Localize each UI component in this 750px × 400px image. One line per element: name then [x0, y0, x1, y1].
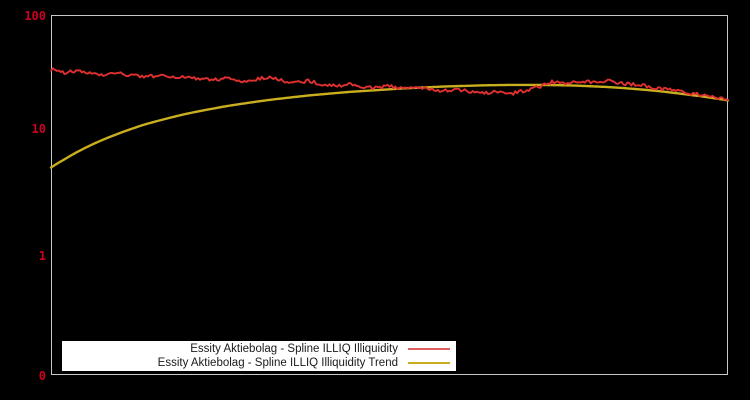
legend-item-illiq-label: Essity Aktiebolag - Spline ILLIQ Illiqui…	[190, 343, 398, 355]
plot-frame	[51, 15, 728, 375]
legend: Essity Aktiebolag - Spline ILLIQ Illiqui…	[62, 341, 456, 371]
legend-swatch-red-line-icon	[408, 348, 450, 350]
legend-item-illiq[interactable]: Essity Aktiebolag - Spline ILLIQ Illiqui…	[62, 342, 456, 356]
legend-item-illiq-trend[interactable]: Essity Aktiebolag - Spline ILLIQ Illiqui…	[62, 356, 456, 370]
y-axis-label-1: 1	[38, 249, 46, 263]
legend-item-illiq-trend-label: Essity Aktiebolag - Spline ILLIQ Illiqui…	[157, 357, 398, 369]
y-axis-label-0: 0	[38, 369, 46, 383]
y-axis-label-10: 10	[31, 122, 46, 136]
y-axis-label-100: 100	[24, 9, 46, 23]
legend-swatch-gold-line-icon	[408, 362, 450, 364]
